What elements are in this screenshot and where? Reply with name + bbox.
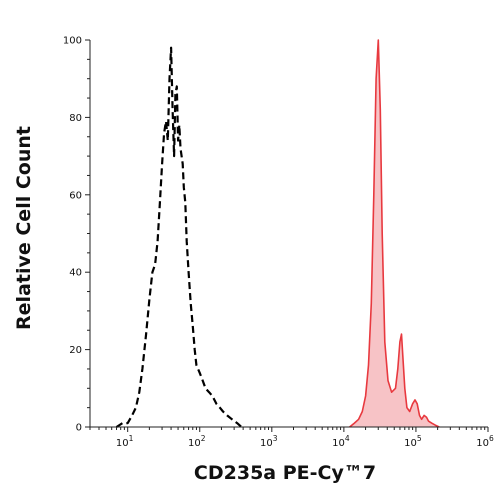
x-axis-title: CD235a PE-Cy™7 [194,462,376,484]
x-tick-label: 102 [188,434,206,449]
x-tick-label: 104 [332,434,350,449]
y-tick-label: 40 [69,268,82,279]
axes [89,40,488,428]
x-tick-label: 105 [404,434,422,449]
x-tick-label: 103 [260,434,278,449]
series-1-line [115,46,243,428]
series-layer [115,39,440,428]
y-tick-label: 80 [69,113,82,124]
y-tick-label: 60 [69,190,82,201]
series-2-fill [349,40,440,427]
x-tick-label: 106 [476,434,494,449]
ticks: 0 20 40 60 80 100 101 102 103 104 105 106 [63,36,494,450]
series-2-line [349,39,440,428]
y-axis-title: Relative Cell Count [13,126,35,330]
y-tick-label: 20 [69,345,82,356]
y-tick-label: 100 [63,36,82,47]
x-tick-label: 101 [116,434,134,449]
y-tick-label: 0 [76,423,82,434]
